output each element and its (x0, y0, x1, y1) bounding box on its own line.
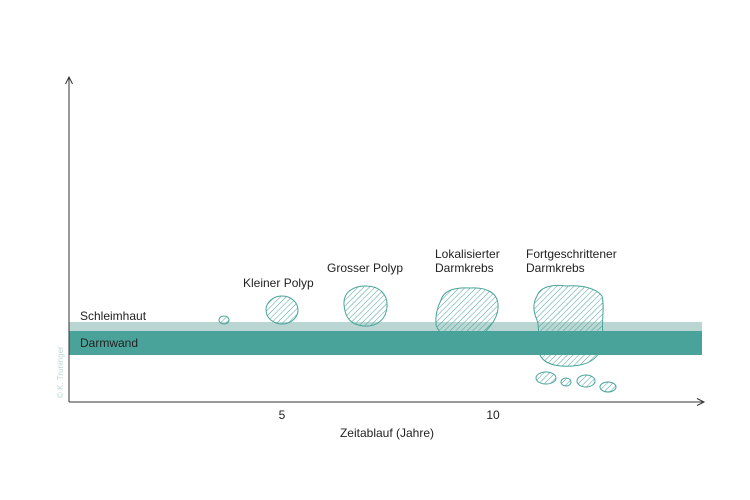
copyright-credit: © K. Truninger (56, 346, 65, 398)
metastasis-2 (560, 377, 572, 387)
x-tick-label-10: 10 (486, 408, 500, 422)
x-axis-arrow (696, 398, 706, 406)
intestinal-wall-label: Darmwand (80, 336, 138, 350)
mucosa-layer (69, 322, 702, 331)
intestinal-wall-layer (69, 331, 702, 355)
metastasis-1 (535, 371, 557, 385)
mucosa-label: Schleimhaut (80, 309, 147, 323)
metastasis-4 (599, 381, 617, 393)
localized-cancer-shape (435, 287, 499, 341)
x-tick-label-5: 5 (279, 408, 286, 422)
large-polyp-label: Grosser Polyp (327, 261, 403, 275)
advanced-cancer-label-line1: Fortgeschrittener (526, 247, 617, 261)
advanced-cancer-label-line2: Darmkrebs (526, 261, 585, 275)
metastasis-3 (576, 374, 596, 388)
small-polyp-label: Kleiner Polyp (243, 276, 314, 290)
large-polyp-shape (343, 285, 388, 327)
advanced-cancer-shape (533, 284, 604, 367)
localized-cancer-label-line2: Darmkrebs (435, 261, 494, 275)
tiny-lesion (218, 315, 230, 325)
y-axis-arrow (65, 75, 73, 85)
x-axis-title: Zeitablauf (Jahre) (340, 426, 434, 440)
small-polyp-shape (265, 295, 299, 325)
localized-cancer-label-line1: Lokalisierter (435, 247, 500, 261)
